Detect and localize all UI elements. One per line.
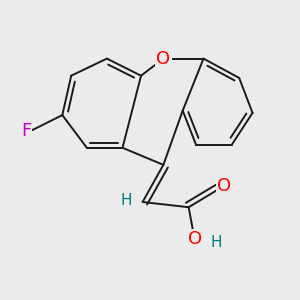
Text: H: H (211, 235, 222, 250)
Text: H: H (121, 193, 132, 208)
Text: F: F (21, 122, 31, 140)
Text: O: O (217, 177, 231, 195)
Text: O: O (188, 230, 202, 248)
Text: O: O (156, 50, 170, 68)
